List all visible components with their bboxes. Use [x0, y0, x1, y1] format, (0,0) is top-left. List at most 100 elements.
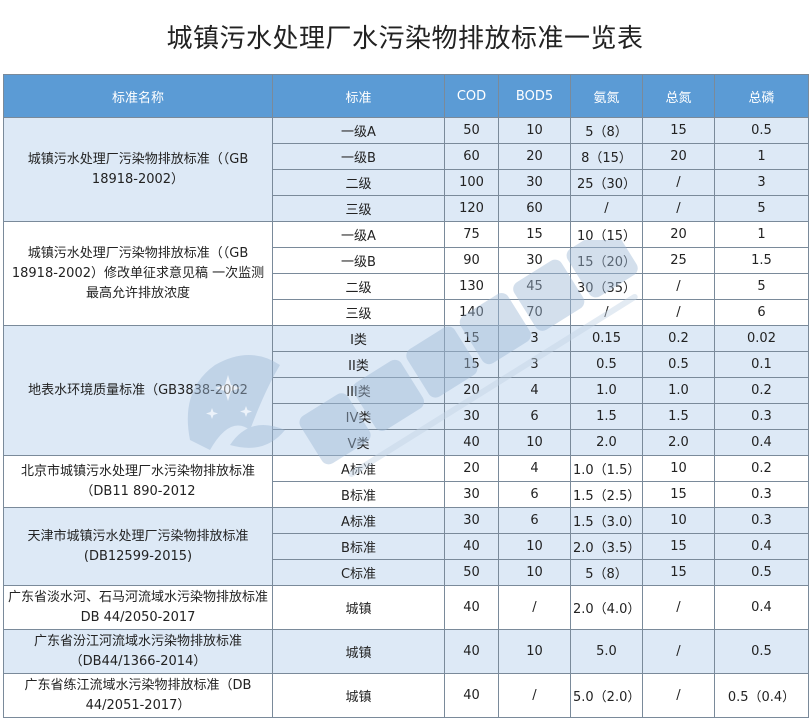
bod5-cell: / [498, 585, 571, 630]
cod-cell: 20 [444, 455, 499, 482]
total-phosphorus-cell: 0.2 [714, 377, 809, 404]
total-phosphorus-cell: 0.4 [714, 533, 809, 560]
standard-name-cell: 广东省汾江河流域水污染物排放标准（DB44/1366-2014） [3, 629, 273, 674]
ammonia-nitrogen-cell: / [570, 299, 643, 326]
ammonia-nitrogen-cell: 1.0 [570, 377, 643, 404]
bod5-cell: 10 [498, 533, 571, 560]
total-nitrogen-cell: / [642, 629, 715, 674]
grade-cell: A标准 [272, 455, 445, 482]
ammonia-nitrogen-cell: 2.0（4.0） [570, 585, 643, 630]
total-nitrogen-cell: / [642, 673, 715, 718]
ammonia-nitrogen-cell: 0.5 [570, 351, 643, 378]
cod-cell: 40 [444, 629, 499, 674]
total-phosphorus-cell: 0.5 [714, 629, 809, 674]
grade-cell: B标准 [272, 533, 445, 560]
total-nitrogen-cell: 20 [642, 143, 715, 170]
total-nitrogen-cell: 2.0 [642, 429, 715, 456]
total-phosphorus-cell: 0.5 [714, 559, 809, 586]
bod5-cell: 3 [498, 351, 571, 378]
grade-cell: 二级 [272, 273, 445, 300]
cod-cell: 120 [444, 195, 499, 222]
grade-cell: 一级A [272, 221, 445, 248]
cod-cell: 20 [444, 377, 499, 404]
total-phosphorus-cell: 0.4 [714, 429, 809, 456]
total-nitrogen-cell: / [642, 169, 715, 196]
ammonia-nitrogen-cell: 15（20） [570, 247, 643, 274]
table-row: 城镇污水处理厂污染物排放标准（（GB 18918-2002） 一级A 50 10 5（8… [3, 117, 809, 222]
ammonia-nitrogen-cell: 1.5 [570, 403, 643, 430]
total-phosphorus-cell: 0.3 [714, 507, 809, 534]
grade-cell: 二级 [272, 169, 445, 196]
total-nitrogen-cell: / [642, 195, 715, 222]
standard-name-cell: 地表水环境质量标准（GB3838-2002 [3, 325, 273, 456]
grade-cell: 一级B [272, 247, 445, 274]
cod-cell: 30 [444, 403, 499, 430]
cod-cell: 30 [444, 507, 499, 534]
grade-cell: II类 [272, 351, 445, 378]
total-phosphorus-cell: 0.2 [714, 455, 809, 482]
page-title: 城镇污水处理厂水污染物排放标准一览表 [166, 24, 644, 54]
total-nitrogen-cell: 0.5 [642, 351, 715, 378]
table-row: 一级B 90 30 15（20） 25 1.5 [4, 247, 809, 274]
table-row: V类 40 10 2.0 2.0 0.4 [4, 429, 809, 456]
total-nitrogen-cell: 15 [642, 117, 715, 144]
standard-name-cell: 城镇污水处理厂污染物排放标准（（GB 18918-2002）修改单征求意见稿 一… [3, 221, 273, 326]
grade-cell: I类 [272, 325, 445, 352]
total-phosphorus-cell: 0.1 [714, 351, 809, 378]
ammonia-nitrogen-cell: 10（15） [570, 221, 643, 248]
total-nitrogen-cell: 0.2 [642, 325, 715, 352]
cod-cell: 40 [444, 585, 499, 630]
total-nitrogen-cell: / [642, 585, 715, 630]
bod5-cell: 60 [498, 195, 571, 222]
table-row: B标准 30 6 1.5（2.5） 15 0.3 [4, 481, 809, 508]
table-row: 地表水环境质量标准（GB3838-2002 I类 15 3 0.15 0.2 0.02 [3, 325, 809, 456]
total-phosphorus-cell: 0.02 [714, 325, 809, 352]
total-nitrogen-cell: 15 [642, 533, 715, 560]
bod5-cell: 10 [498, 429, 571, 456]
standard-name-cell: 广东省淡水河、石马河流域水污染物排放标准 DB 44/2050-2017 [3, 585, 273, 630]
header-total-phosphorus: 总磷 [714, 74, 809, 118]
header-grade: 标准 [272, 74, 445, 118]
standard-name-cell: 城镇污水处理厂污染物排放标准（（GB 18918-2002） [3, 117, 273, 222]
cod-cell: 50 [444, 559, 499, 586]
ammonia-nitrogen-cell: 2.0（3.5） [570, 533, 643, 560]
total-nitrogen-cell: 15 [642, 559, 715, 586]
grade-cell: 一级A [272, 117, 445, 144]
total-nitrogen-cell: / [642, 299, 715, 326]
header-bod5: BOD5 [498, 74, 571, 118]
total-nitrogen-cell: 25 [642, 247, 715, 274]
bod5-cell: 45 [498, 273, 571, 300]
bod5-cell: 30 [498, 247, 571, 274]
total-nitrogen-cell: 10 [642, 455, 715, 482]
grade-cell: 城镇 [272, 585, 445, 630]
grade-cell: A标准 [272, 507, 445, 534]
standard-name-cell: 北京市城镇污水处理厂水污染物排放标准（DB11 890-2012 [3, 455, 273, 508]
cod-cell: 130 [444, 273, 499, 300]
ammonia-nitrogen-cell: 0.15 [570, 325, 643, 352]
header-ammonia-nitrogen: 氨氮 [570, 74, 643, 118]
grade-cell: III类 [272, 377, 445, 404]
bod5-cell: 6 [498, 403, 571, 430]
table-row: 天津市城镇污水处理厂污染物排放标准(DB12599-2015) A标准 30 6 1.5… [3, 507, 809, 586]
header-total-nitrogen: 总氮 [642, 74, 715, 118]
standards-table: 标准名称 标准 COD BOD5 氨氮 总氮 总磷 城镇污水处理厂污染物排放标准… [3, 74, 809, 718]
total-phosphorus-cell: 0.3 [714, 481, 809, 508]
bod5-cell: 4 [498, 377, 571, 404]
table-row: 广东省练江流域水污染物排放标准（DB 44/2051-2017） 城镇 40/5.0… [3, 673, 809, 718]
bod5-cell: 15 [498, 221, 571, 248]
cod-cell: 15 [444, 351, 499, 378]
cod-cell: 60 [444, 143, 499, 170]
total-phosphorus-cell: 5 [714, 273, 809, 300]
bod5-cell: 4 [498, 455, 571, 482]
total-phosphorus-cell: 1 [714, 221, 809, 248]
header-standard-name: 标准名称 [3, 74, 273, 118]
total-phosphorus-cell: 1.5 [714, 247, 809, 274]
ammonia-nitrogen-cell: 5（8） [570, 117, 643, 144]
total-phosphorus-cell: 1 [714, 143, 809, 170]
standard-name-cell: 广东省练江流域水污染物排放标准（DB 44/2051-2017） [3, 673, 273, 718]
grade-cell: 城镇 [272, 673, 445, 718]
table-row: 三级 120 60//5 [4, 195, 809, 222]
bod5-cell: 6 [498, 481, 571, 508]
bod5-cell: 20 [498, 143, 571, 170]
total-phosphorus-cell: 3 [714, 169, 809, 196]
